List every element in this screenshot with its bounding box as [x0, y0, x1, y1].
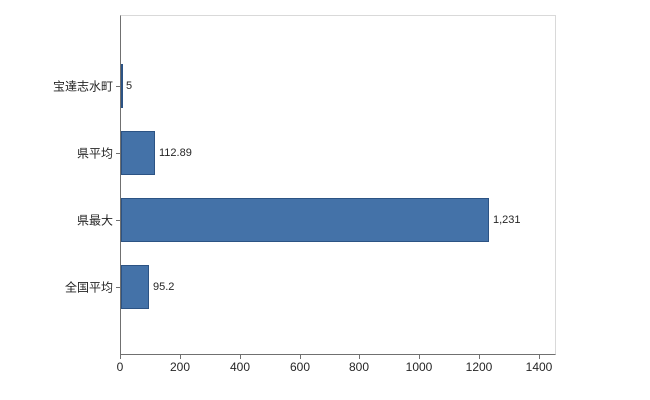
- x-axis-label: 0: [116, 360, 124, 374]
- bar: [121, 130, 155, 175]
- category-label: 県平均: [76, 146, 113, 160]
- y-axis-tick: [116, 286, 120, 288]
- x-axis-tick: [479, 355, 480, 359]
- category-label: 宝達志水町: [52, 79, 113, 93]
- bar: [121, 197, 489, 242]
- bar: [121, 264, 149, 309]
- plot-area: 5 112.89 1,231 95.2: [120, 15, 556, 355]
- x-axis-label: 800: [348, 360, 370, 374]
- x-axis-label: 1000: [405, 360, 433, 374]
- x-axis-label: 1400: [525, 360, 553, 374]
- y-axis-tick: [116, 219, 120, 221]
- value-label: 1,231: [493, 213, 521, 226]
- bar: [121, 63, 123, 108]
- value-label: 5: [126, 79, 133, 92]
- x-axis-tick: [240, 355, 241, 359]
- x-axis-tick: [180, 355, 181, 359]
- x-axis-label: 600: [289, 360, 311, 374]
- value-label: 95.2: [153, 280, 175, 293]
- x-axis-tick: [419, 355, 420, 359]
- x-axis-tick: [120, 355, 121, 359]
- y-axis-tick: [116, 85, 120, 87]
- x-axis-label: 400: [229, 360, 251, 374]
- value-label: 112.89: [159, 146, 192, 159]
- x-axis-tick: [539, 355, 540, 359]
- x-axis-tick: [300, 355, 301, 359]
- x-axis-tick: [359, 355, 360, 359]
- y-axis-tick: [116, 152, 120, 154]
- x-axis-label: 1200: [465, 360, 493, 374]
- category-label: 県最大: [76, 213, 113, 227]
- x-axis-label: 200: [169, 360, 191, 374]
- category-label: 全国平均: [64, 280, 113, 294]
